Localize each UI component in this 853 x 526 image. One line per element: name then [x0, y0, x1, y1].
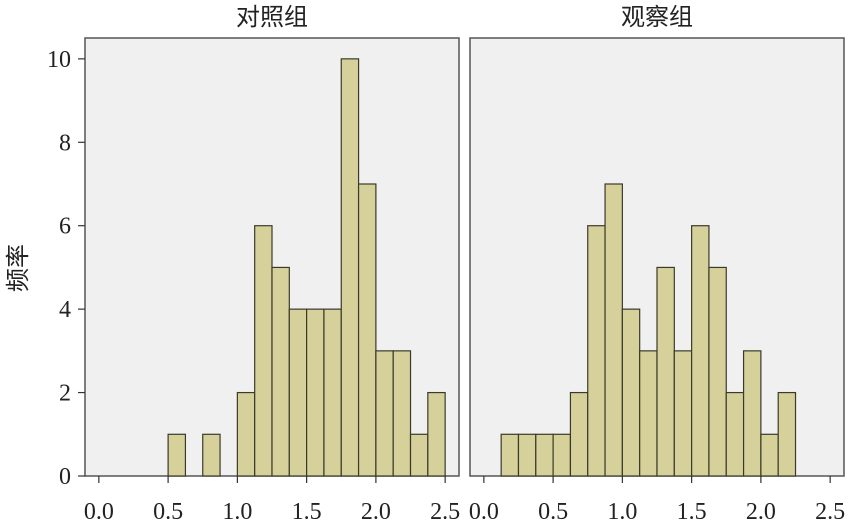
histogram-bar [323, 308, 342, 477]
panel-2: 观察组 0.0 0.5 1.0 1.5 2.0 2.5 [469, 3, 845, 525]
histogram-bar [340, 58, 360, 477]
histogram-bar [621, 308, 641, 477]
histogram-bar [656, 266, 675, 477]
histogram-bar [639, 350, 658, 477]
x-tick-label: 1.0 [222, 499, 252, 525]
x-tick-label: 2.5 [815, 499, 845, 525]
x-tick-label: 2.0 [746, 499, 776, 525]
x-tick-label: 1.5 [292, 499, 322, 525]
y-axis-label: 频率 [4, 244, 32, 292]
x-tick-label: 1.5 [677, 499, 707, 525]
panel-title: 观察组 [621, 3, 693, 31]
x-tick-label: 0.0 [469, 499, 499, 525]
histogram-bar [271, 266, 290, 477]
histogram-bar [254, 225, 273, 477]
histogram-bar [708, 266, 727, 477]
histogram-bar [306, 308, 325, 477]
histogram-bar [409, 433, 429, 477]
y-tick-label: 10 [47, 47, 71, 73]
x-tick-label: 2.0 [361, 499, 391, 525]
x-tick-label: 0.5 [153, 499, 183, 525]
histogram-bar [167, 433, 187, 477]
histogram-bar [288, 308, 308, 477]
panel-title: 对照组 [236, 3, 308, 31]
y-tick-label: 4 [59, 297, 71, 323]
histogram-bar [604, 183, 623, 477]
panels-group: 对照组 0.0 0.5 1.0 1.5 2.0 2.5 观察组 0.0 0.5 1.0 1.5 2.0 2… [47, 3, 845, 525]
histogram-bar [500, 433, 520, 477]
y-tick-label: 2 [59, 381, 71, 407]
y-tick-label: 8 [59, 130, 71, 156]
histogram-bar [392, 350, 412, 477]
histogram-bar [777, 391, 797, 477]
x-tick-label: 0.0 [84, 499, 114, 525]
histogram-bar [375, 350, 394, 477]
x-tick-label: 0.5 [538, 499, 568, 525]
histogram-bar [202, 433, 221, 477]
histogram-bar [552, 433, 572, 477]
histogram-bar [725, 391, 745, 477]
histogram-bar [569, 391, 589, 477]
histogram-bar [742, 350, 762, 477]
histogram-bar [517, 433, 537, 477]
x-tick-label: 2.5 [430, 499, 460, 525]
y-tick-label: 6 [59, 214, 71, 240]
histogram-bar [691, 225, 710, 477]
histogram-bar [587, 225, 606, 477]
histogram-bar [760, 433, 779, 477]
histogram-bar [535, 433, 554, 477]
histogram-bar [357, 183, 377, 477]
panel-1: 对照组 0.0 0.5 1.0 1.5 2.0 2.5 [84, 3, 460, 525]
histogram-bar [673, 350, 693, 477]
x-tick-label: 1.0 [607, 499, 637, 525]
histogram-bar [236, 391, 256, 477]
y-tick-label: 0 [59, 464, 71, 490]
histogram-bar [427, 391, 446, 477]
